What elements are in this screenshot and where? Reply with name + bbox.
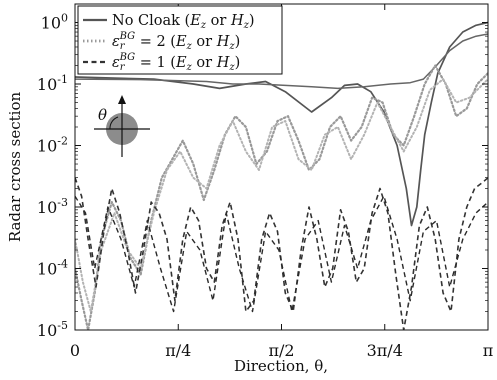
ticks-layer: 0 π/4 π/2 3π/4 π 10-5 10-4 10-3 10-2 10-1 100 [37, 4, 493, 360]
y-tick-label-2: 10-3 [37, 196, 68, 217]
legend-label-0: No Cloak (Ez or Hz) [112, 13, 255, 31]
x-tick-label-3: 3π/4 [367, 341, 403, 360]
x-axis-label: Direction, θ, [234, 357, 328, 375]
legend-label-2: εrBG = 1 (Ez or Hz) [112, 52, 240, 73]
arrow-up-icon [118, 95, 126, 104]
series-line-4 [75, 177, 488, 330]
y-tick-label-1: 10-4 [37, 258, 68, 279]
legend-box [77, 5, 283, 75]
theta-arc [109, 116, 119, 130]
y-tick-label-5: 100 [41, 12, 68, 33]
legend: No Cloak (Ez or Hz)εrBG = 2 (Ez or Hz)εr… [77, 5, 283, 75]
series-line-2 [75, 64, 488, 330]
series-line-1 [75, 33, 488, 90]
series-line-3 [75, 78, 488, 313]
y-tick-label-3: 10-2 [37, 135, 68, 156]
inset-theta-label: θ [98, 106, 107, 124]
series-line-5 [75, 195, 488, 313]
x-tick-label-2: π/2 [268, 341, 294, 360]
y-tick-label-4: 10-1 [37, 73, 68, 94]
y-axis-label: Radar cross section [6, 92, 24, 243]
inset-cylinder-icon: θ [94, 95, 150, 157]
x-tick-label-4: π [483, 341, 494, 360]
x-tick-label-1: π/4 [165, 341, 191, 360]
x-tick-label-0: 0 [70, 341, 80, 360]
y-tick-label-0: 10-5 [37, 319, 68, 340]
series-layer [75, 21, 488, 330]
legend-label-1: εrBG = 2 (Ez or Hz) [112, 31, 240, 52]
